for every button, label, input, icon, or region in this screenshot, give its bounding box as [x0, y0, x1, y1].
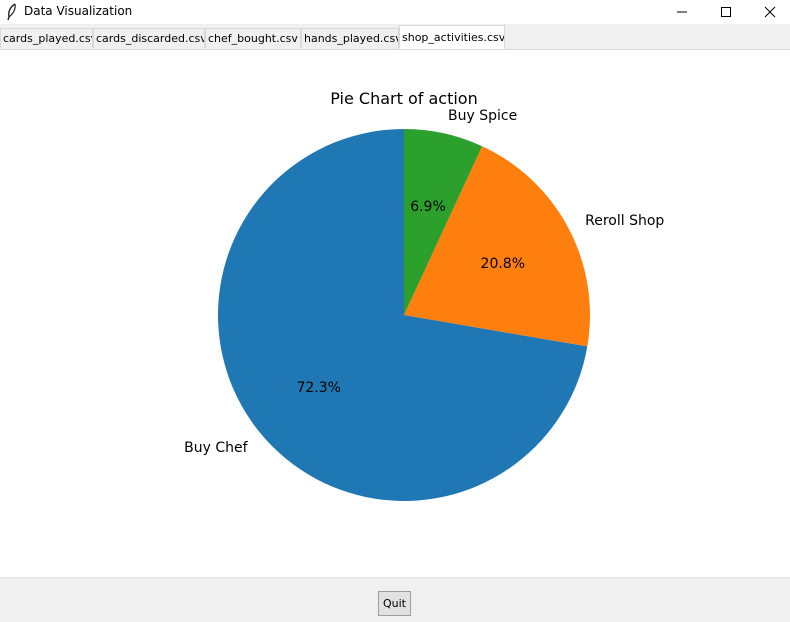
pie-slice-buy-chef	[218, 129, 588, 501]
pie-pct-label-buy-spice: 6.9%	[410, 199, 446, 215]
plot-area: Pie Chart of action 72.3% Buy Chef 20.8% Re…	[0, 50, 790, 577]
feather-icon	[7, 3, 16, 21]
minimize-icon	[677, 11, 687, 13]
pie-pct-label-reroll-shop: 20.8%	[481, 256, 525, 272]
maximize-button[interactable]	[704, 0, 748, 24]
pie-slice-reroll-shop	[404, 146, 590, 347]
tab-cards-discarded[interactable]: cards_discarded.csv	[93, 28, 205, 48]
tab-cards-played[interactable]: cards_played.csv	[0, 28, 93, 48]
chart-title: Pie Chart of action	[330, 89, 477, 108]
window-title: Data Visualization	[24, 4, 133, 18]
close-icon	[764, 6, 776, 18]
tab-shop-activities[interactable]: shop_activities.csv	[399, 25, 505, 49]
tab-strip: cards_played.csv cards_discarded.csv che…	[0, 24, 790, 50]
tab-hands-played[interactable]: hands_played.csv	[301, 28, 399, 48]
pie-label-buy-spice: Buy Spice	[448, 108, 517, 124]
title-bar: Data Visualization	[0, 0, 790, 24]
close-button[interactable]	[748, 0, 790, 24]
pie-slice-buy-spice	[404, 129, 483, 315]
quit-button[interactable]: Quit	[378, 591, 411, 616]
pie-chart: Pie Chart of action 72.3% Buy Chef 20.8% Re…	[184, 89, 664, 501]
pie-pct-label-buy-chef: 72.3%	[296, 380, 340, 396]
pie-label-buy-chef: Buy Chef	[184, 440, 248, 456]
tab-chef-bought[interactable]: chef_bought.csv	[205, 28, 301, 48]
bottom-bar: Quit	[0, 577, 790, 622]
pie-label-reroll-shop: Reroll Shop	[585, 213, 664, 229]
maximize-icon	[721, 7, 731, 17]
minimize-button[interactable]	[660, 0, 704, 24]
